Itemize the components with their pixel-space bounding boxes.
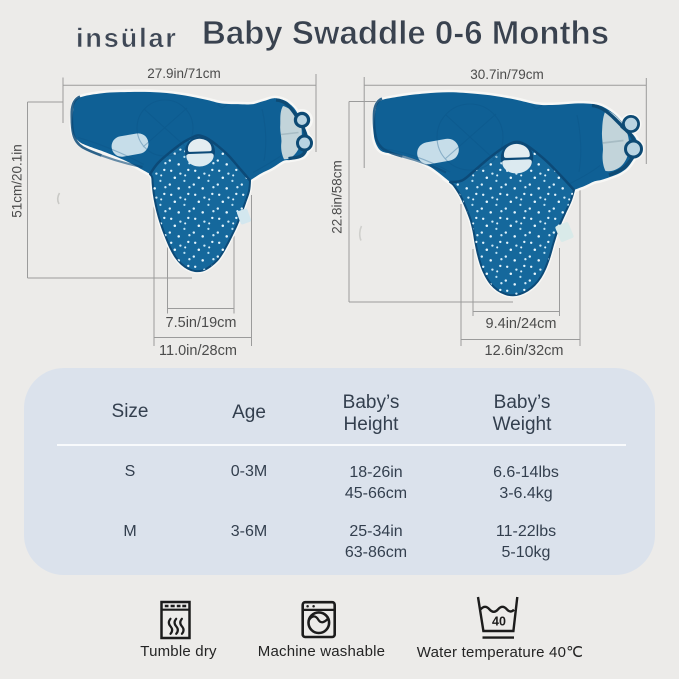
svg-text:27.9in/71cm: 27.9in/71cm <box>147 66 221 81</box>
svg-text:51cm/20.1in: 51cm/20.1in <box>10 144 25 218</box>
svg-text:9.4in/24cm: 9.4in/24cm <box>486 316 557 332</box>
svg-text:11.0in/28cm: 11.0in/28cm <box>159 343 237 359</box>
svg-text:40: 40 <box>492 615 506 629</box>
svg-text:7.5in/19cm: 7.5in/19cm <box>166 315 237 331</box>
svg-text:12.6in/32cm: 12.6in/32cm <box>485 343 564 359</box>
svg-text:22.8in/58cm: 22.8in/58cm <box>330 160 345 234</box>
svg-text:30.7in/79cm: 30.7in/79cm <box>470 67 544 82</box>
